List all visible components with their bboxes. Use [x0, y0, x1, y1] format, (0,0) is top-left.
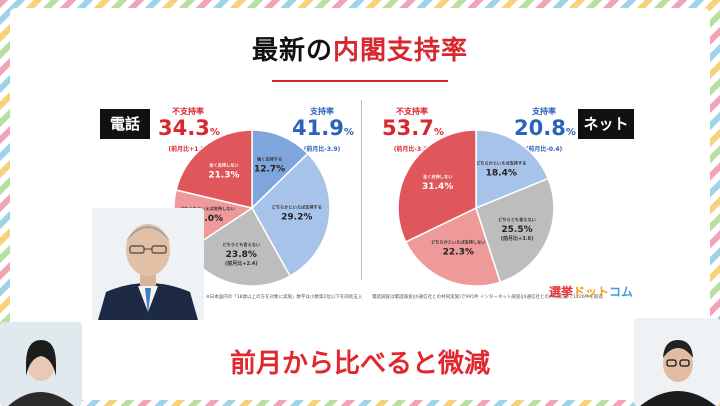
- pie-slice: [175, 129, 253, 209]
- phone-survey-tag: 電話: [100, 109, 150, 139]
- title-underline: [272, 80, 448, 82]
- phone-approve-stat: 支持率 41.9% (前月比-3.9): [292, 107, 354, 153]
- site-logo: 選挙ドットコム: [549, 285, 634, 299]
- slice-label: 全く支持しない: [422, 173, 452, 180]
- slice-value: 13.0%: [192, 214, 223, 224]
- net-approve-stat: 支持率 20.8% (前月比-0.4): [514, 107, 576, 153]
- presenter-right-figure: [634, 318, 720, 406]
- section-divider: [361, 100, 362, 280]
- content-panel: [10, 8, 710, 400]
- slice-label: どちらとも言えない: [222, 241, 260, 248]
- presenter-left-video: [0, 322, 82, 406]
- slice-label: どちらかといえば支持する: [272, 204, 322, 211]
- slice-label: どちらかといえば支持しない: [431, 239, 485, 246]
- net-survey-tag: ネット: [578, 109, 634, 139]
- pie-slice: [251, 152, 331, 278]
- slice-value: 23.8%: [226, 250, 257, 260]
- footnote-left: ※日本国内の「18歳以上の方を対象に実施」数字は小数第2位以下を四捨五入: [206, 295, 363, 300]
- footnote-right: 電話調査は電話調査(JX通信社との共同実施)で995件 インターネット調査(JX…: [372, 295, 603, 300]
- slice-value: 22.3%: [443, 248, 474, 258]
- presenter-left-figure: [0, 322, 82, 406]
- caption-banner: 前月から比べると微減: [229, 349, 490, 379]
- slice-label: どちらとも言えない: [498, 216, 536, 223]
- net-pie-chart: どちらかといえば支持する 18.4% どちらとも言えない 25.5%(前月比+3.6)…: [397, 129, 555, 287]
- speaker-figure: [92, 208, 204, 320]
- phone-disapprove-stat: 不支持率 34.3% (前月比+1.5): [158, 107, 220, 153]
- pie-slice: [475, 129, 550, 210]
- slice-value: 18.4%: [486, 168, 517, 178]
- slice-value: 25.5%: [501, 225, 532, 235]
- slice-label: 全く支持しない: [208, 162, 238, 169]
- pie-slice: [251, 129, 309, 210]
- speaker-photo: [92, 208, 204, 320]
- slice-change: (前月比+3.6): [501, 235, 534, 242]
- slice-value: 12.7%: [254, 164, 285, 174]
- pie-slice: [404, 206, 502, 287]
- slice-value: 29.2%: [281, 213, 312, 223]
- presenter-right-video: [634, 318, 720, 406]
- pie-slice: [475, 177, 555, 284]
- net-disapprove-stat: 不支持率 53.7% (前月比-3.2): [382, 107, 444, 153]
- slice-label: どちらかといえば支持しない: [180, 205, 234, 212]
- pie-slice: [397, 129, 477, 243]
- slice-value: 31.4%: [422, 182, 453, 192]
- phone-pie-chart: 強く支持する 12.7% どちらかといえば支持する 29.2% どちらとも言えない 23.…: [173, 129, 331, 287]
- slice-label: 強く支持する: [257, 155, 282, 162]
- page-title: 最新の内閣支持率: [251, 36, 469, 66]
- slice-label: どちらかといえば支持する: [476, 159, 526, 166]
- slice-value: 21.3%: [208, 171, 239, 181]
- slice-change: (前月比+2.4): [225, 260, 258, 267]
